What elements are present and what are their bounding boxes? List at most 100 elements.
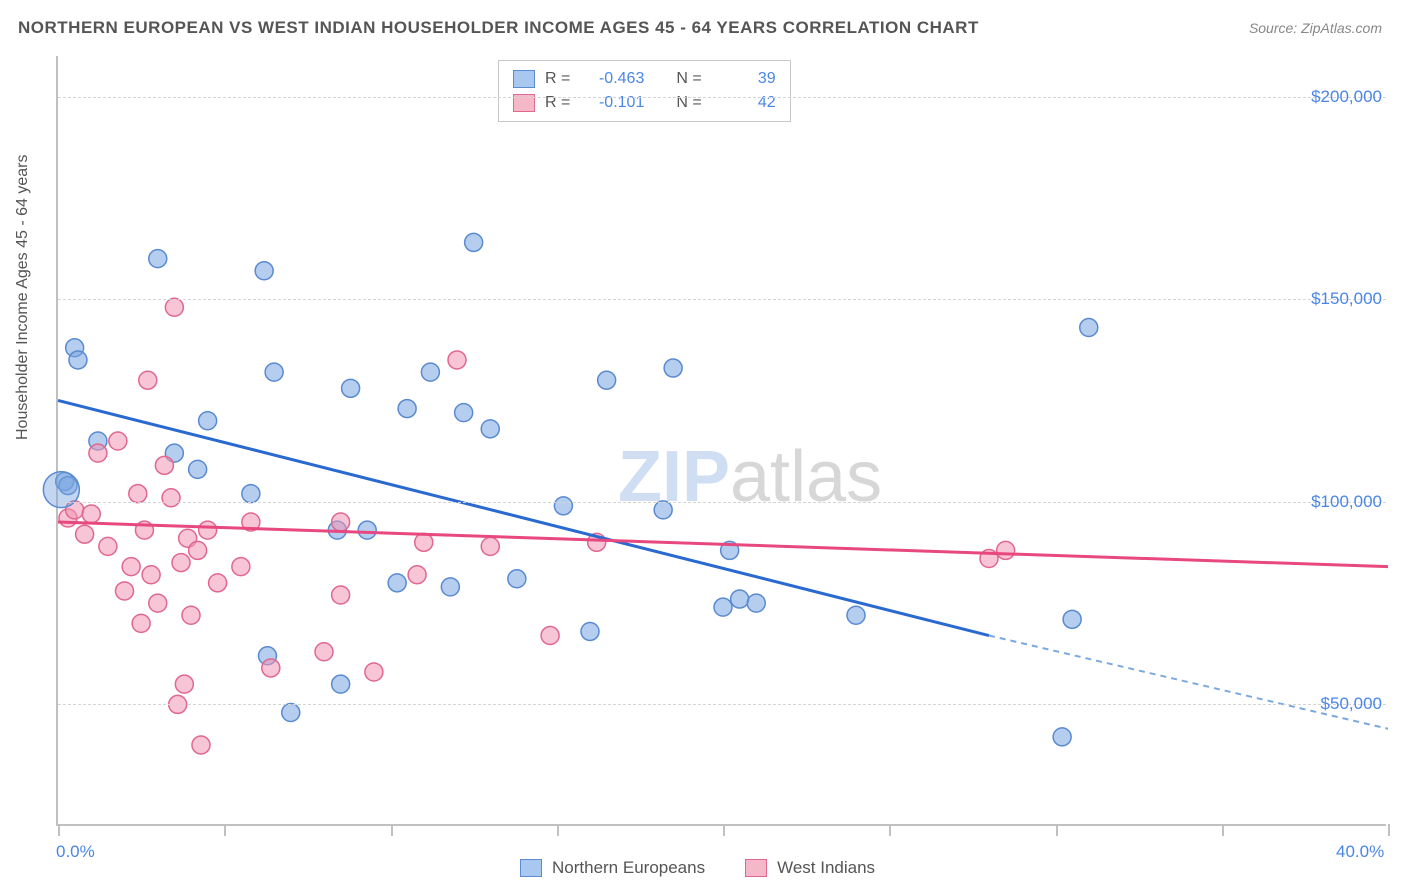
legend-row: R =-0.101N =42 — [513, 91, 776, 115]
legend-swatch — [513, 70, 535, 88]
data-point — [199, 521, 217, 539]
data-point — [1053, 728, 1071, 746]
data-point — [398, 400, 416, 418]
legend-label: Northern Europeans — [552, 858, 705, 878]
chart-title: NORTHERN EUROPEAN VS WEST INDIAN HOUSEHO… — [18, 18, 979, 38]
correlation-legend: R = -0.463 N = 39 R =-0.101N =42 — [498, 60, 791, 122]
data-point — [132, 614, 150, 632]
data-point — [1080, 319, 1098, 337]
legend-swatch — [520, 859, 542, 877]
x-tick — [1388, 824, 1390, 836]
data-point — [129, 485, 147, 503]
data-point — [581, 622, 599, 640]
y-tick-label: $50,000 — [1321, 694, 1382, 714]
legend-r-value: -0.463 — [580, 70, 644, 88]
data-point — [109, 432, 127, 450]
legend-row: R = -0.463 N = 39 — [513, 67, 776, 91]
data-point — [172, 554, 190, 572]
data-point — [1063, 610, 1081, 628]
data-point — [155, 456, 173, 474]
data-point — [182, 606, 200, 624]
gridline-h — [58, 502, 1386, 503]
data-point — [598, 371, 616, 389]
data-point — [342, 379, 360, 397]
data-point — [408, 566, 426, 584]
data-point — [149, 594, 167, 612]
plot-area: R =-0.463N =39R =-0.101N =42 ZIPatlas — [56, 56, 1386, 826]
data-point — [209, 574, 227, 592]
data-point — [441, 578, 459, 596]
data-point — [262, 659, 280, 677]
data-point — [189, 541, 207, 559]
data-point — [421, 363, 439, 381]
x-tick — [557, 824, 559, 836]
data-point — [332, 675, 350, 693]
regression-line — [58, 400, 989, 635]
data-point — [481, 420, 499, 438]
data-point — [455, 404, 473, 422]
legend-item: West Indians — [745, 858, 875, 878]
data-point — [282, 704, 300, 722]
data-point — [99, 537, 117, 555]
x-tick — [889, 824, 891, 836]
data-point — [265, 363, 283, 381]
data-point — [189, 460, 207, 478]
data-point — [465, 233, 483, 251]
legend-r-label: R = — [545, 70, 570, 88]
scatter-svg — [58, 56, 1386, 824]
data-point — [358, 521, 376, 539]
legend-item: Northern Europeans — [520, 858, 705, 878]
data-point — [149, 250, 167, 268]
data-point — [242, 485, 260, 503]
gridline-h — [58, 704, 1386, 705]
data-point — [175, 675, 193, 693]
data-point — [388, 574, 406, 592]
source-attribution: Source: ZipAtlas.com — [1249, 20, 1382, 36]
data-point — [847, 606, 865, 624]
x-tick — [1222, 824, 1224, 836]
x-tick — [391, 824, 393, 836]
data-point — [142, 566, 160, 584]
y-axis-label: Householder Income Ages 45 - 64 years — [14, 155, 32, 441]
data-point — [116, 582, 134, 600]
data-point — [664, 359, 682, 377]
legend-n-label: N = — [676, 70, 701, 88]
data-point — [122, 558, 140, 576]
data-point — [365, 663, 383, 681]
data-point — [448, 351, 466, 369]
data-point — [82, 505, 100, 523]
legend-swatch — [745, 859, 767, 877]
x-tick-label: 40.0% — [1336, 842, 1384, 862]
data-point — [997, 541, 1015, 559]
data-point — [232, 558, 250, 576]
data-point — [654, 501, 672, 519]
x-tick — [58, 824, 60, 836]
data-point — [165, 298, 183, 316]
data-point — [731, 590, 749, 608]
x-tick — [723, 824, 725, 836]
data-point — [162, 489, 180, 507]
data-point — [89, 444, 107, 462]
data-point — [332, 513, 350, 531]
data-point — [139, 371, 157, 389]
data-point — [192, 736, 210, 754]
gridline-h — [58, 97, 1386, 98]
data-point — [332, 586, 350, 604]
data-point — [714, 598, 732, 616]
data-point — [76, 525, 94, 543]
x-tick — [224, 824, 226, 836]
regression-line-extrapolated — [989, 636, 1388, 729]
x-tick-label: 0.0% — [56, 842, 95, 862]
legend-n-value: 39 — [712, 70, 776, 88]
regression-line — [58, 522, 1388, 567]
gridline-h — [58, 299, 1386, 300]
data-point — [69, 351, 87, 369]
data-point — [255, 262, 273, 280]
data-point — [508, 570, 526, 588]
data-point — [199, 412, 217, 430]
data-point — [747, 594, 765, 612]
y-tick-label: $200,000 — [1311, 87, 1382, 107]
data-point — [315, 643, 333, 661]
data-point — [541, 627, 559, 645]
data-point — [554, 497, 572, 515]
